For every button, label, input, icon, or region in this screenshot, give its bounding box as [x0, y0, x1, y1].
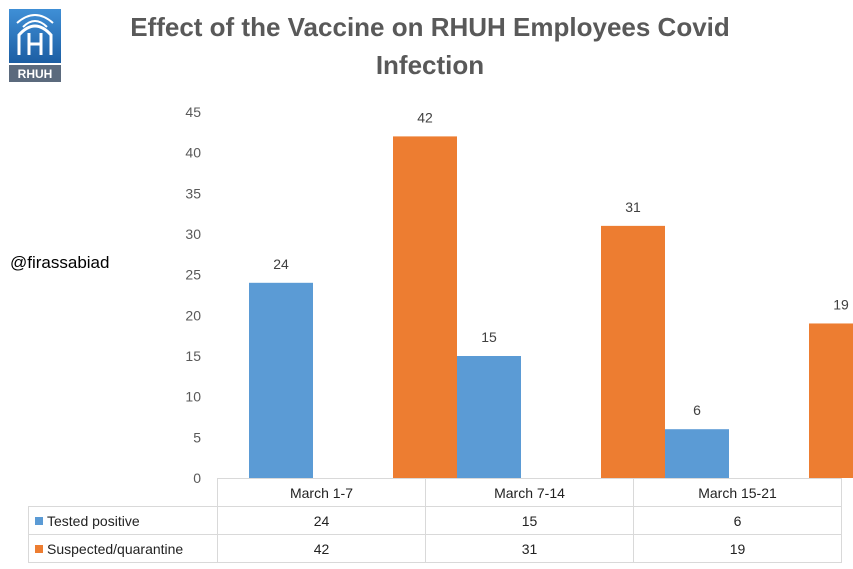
- table-cell: 15: [425, 506, 634, 535]
- data-label: 24: [273, 256, 289, 272]
- y-tick-label: 40: [185, 145, 201, 161]
- rhuh-logo: RHUH: [9, 9, 61, 82]
- y-tick-label: 5: [193, 429, 201, 445]
- table-header-row: March 1-7 March 7-14 March 15-21: [28, 478, 842, 507]
- author-handle: @firassabiad: [10, 253, 110, 272]
- bar-tested-positive: [249, 282, 313, 478]
- y-tick-label: 0: [193, 470, 201, 486]
- chart-title: Effect of the Vaccine on RHUH Employees …: [80, 8, 780, 84]
- legend-label: Suspected/quarantine: [47, 540, 184, 557]
- bar-suspected-quarantine: [601, 225, 665, 478]
- chart-title-line-1: Effect of the Vaccine on RHUH Employees …: [130, 12, 730, 42]
- bar-group: [249, 136, 853, 478]
- data-table: March 1-7 March 7-14 March 15-21 Tested …: [28, 478, 842, 563]
- legend-label: Tested positive: [47, 512, 140, 529]
- data-label-group: 24 42 15 31 6 19: [273, 109, 849, 418]
- table-corner-cell: [28, 478, 218, 507]
- bar-tested-positive: [457, 356, 521, 478]
- y-tick-label: 35: [185, 185, 201, 201]
- data-label: 31: [625, 199, 641, 215]
- legend-entry-tested-positive: Tested positive: [28, 506, 218, 535]
- table-cell: 24: [217, 506, 426, 535]
- chart-title-line-2: Infection: [375, 50, 485, 80]
- y-axis: 0 5 10 15 20 25 30 35 40 45: [185, 104, 201, 486]
- y-tick-label: 45: [185, 104, 201, 120]
- y-tick-label: 15: [185, 348, 201, 364]
- bar-suspected-quarantine: [393, 136, 457, 478]
- logo-text: RHUH: [18, 67, 53, 81]
- legend-entry-suspected-quarantine: Suspected/quarantine: [28, 534, 218, 563]
- table-cell: 6: [633, 506, 842, 535]
- bar-suspected-quarantine: [809, 323, 853, 478]
- bar-tested-positive: [665, 429, 729, 478]
- table-row: Tested positive 24 15 6: [28, 506, 842, 535]
- category-label: March 1-7: [217, 478, 426, 507]
- data-label: 15: [481, 329, 497, 345]
- y-tick-label: 25: [185, 267, 201, 283]
- y-tick-label: 30: [185, 226, 201, 242]
- category-label: March 7-14: [425, 478, 634, 507]
- table-row: Suspected/quarantine 42 31 19: [28, 534, 842, 563]
- data-label: 42: [417, 109, 433, 125]
- logo-text-band: [9, 65, 61, 82]
- table-cell: 19: [633, 534, 842, 563]
- y-tick-label: 10: [185, 389, 201, 405]
- table-cell: 42: [217, 534, 426, 563]
- y-tick-label: 20: [185, 307, 201, 323]
- legend-swatch-suspected: [35, 544, 43, 553]
- table-cell: 31: [425, 534, 634, 563]
- category-label: March 15-21: [633, 478, 842, 507]
- data-label: 19: [833, 296, 849, 312]
- legend-swatch-tested: [35, 516, 43, 525]
- data-label: 6: [693, 402, 701, 418]
